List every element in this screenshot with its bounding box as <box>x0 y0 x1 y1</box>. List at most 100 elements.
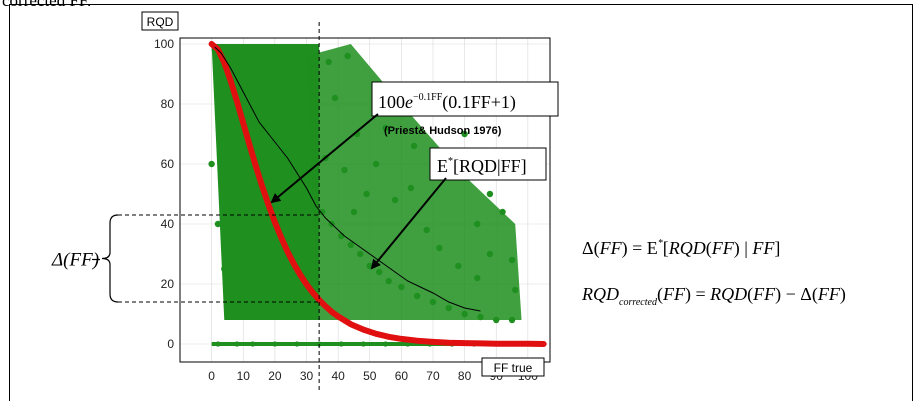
x-tick-label: 0 <box>208 369 215 383</box>
scatter-point <box>493 316 500 324</box>
figure-frame <box>9 4 913 401</box>
scatter-point <box>319 208 326 216</box>
equation-rqd-corrected: RQDcorrected(FF) = RQD(FF) − Δ(FF) <box>581 284 846 308</box>
x-tick-label: 60 <box>395 369 409 383</box>
scatter-point <box>410 142 418 150</box>
scatter-point <box>372 160 380 168</box>
scatter-point <box>391 196 399 204</box>
equation-delta: Δ(FF) = E*[RQD(FF) | FF] <box>582 238 780 259</box>
x-axis-label: FF true <box>494 361 533 375</box>
x-tick-label: 70 <box>426 369 440 383</box>
x-tick-label: 10 <box>237 369 251 383</box>
expectation-curve <box>214 46 481 312</box>
y-tick-label: 60 <box>161 157 175 171</box>
scatter-point <box>363 190 370 198</box>
x-tick-label: 20 <box>268 369 282 383</box>
scatter-point <box>508 256 516 264</box>
scatter-point <box>341 166 348 174</box>
priest-hudson-curve <box>208 41 547 347</box>
scatter-point-floor <box>338 341 344 347</box>
scatter-point-floor <box>215 341 221 347</box>
scatter-point <box>455 262 462 270</box>
scatter-point <box>240 310 247 318</box>
y-axis-label-box <box>141 11 179 31</box>
scatter-point <box>268 280 275 288</box>
y-tick-label: 0 <box>167 337 174 351</box>
scatter-point <box>325 58 332 66</box>
scatter-point <box>252 106 260 114</box>
cut-caption-text: corrected FF. <box>2 0 92 10</box>
scatter-point-floor <box>382 341 389 347</box>
x-tick-label: 80 <box>458 369 472 383</box>
scatter-point <box>309 190 317 198</box>
scatter-point <box>347 241 354 249</box>
priest-hudson-source: (Priest& Hudson 1976) <box>384 125 502 137</box>
y-tick-label: 100 <box>154 37 174 51</box>
x-axis-label-box <box>481 357 545 377</box>
scatter-point <box>331 94 339 102</box>
scatter-point <box>445 304 453 312</box>
plot-border <box>179 37 551 363</box>
scatter-point <box>499 208 506 216</box>
scatter-point <box>461 130 468 138</box>
y-tick-label: 80 <box>161 97 175 111</box>
x-tick-label: 50 <box>363 369 377 383</box>
scatter-point <box>208 160 215 168</box>
scatter-point <box>243 88 250 96</box>
scatter-point <box>312 46 320 54</box>
scatter-point <box>407 184 415 192</box>
scatter-point <box>296 64 304 72</box>
scatter-point-floor <box>294 341 300 347</box>
scatter-point <box>376 268 383 276</box>
scatter-point-floor <box>234 341 240 347</box>
y-tick-label: 40 <box>161 217 175 231</box>
scatter-point <box>284 106 291 114</box>
scatter-point-floor <box>272 341 278 347</box>
scatter-point-floor <box>250 341 256 347</box>
scatter-point <box>423 226 430 234</box>
x-tick-label: 40 <box>331 369 345 383</box>
scatter-point <box>344 52 351 60</box>
scatter-point <box>281 148 288 156</box>
x-tick-label: 30 <box>300 369 314 383</box>
scatter-point <box>338 232 345 240</box>
scatter-point <box>287 214 294 222</box>
y-tick-label: 20 <box>161 277 175 291</box>
scatter-floor-band <box>211 342 538 346</box>
scatter-point <box>474 274 481 282</box>
scatter-point <box>429 298 437 306</box>
priest-hudson-formula: 100e−0.1FF(0.1FF+1) <box>378 92 516 113</box>
arrow-to-priest-hudson <box>270 113 379 204</box>
scatter-point <box>398 283 405 291</box>
scatter-point <box>486 250 494 258</box>
scatter-point <box>227 190 234 198</box>
scatter-point <box>357 250 364 258</box>
scatter-point <box>474 220 481 228</box>
scatter-point <box>486 190 494 198</box>
scatter-point <box>255 250 263 258</box>
plot-area: 0204060801000102030405060708090100RQDFF … <box>51 11 846 392</box>
scatter-point <box>221 265 228 273</box>
y-axis-label: RQD <box>147 15 174 29</box>
scatter-point <box>385 277 392 285</box>
delta-brace <box>101 214 119 303</box>
scatter-point <box>214 220 222 228</box>
scatter-point-floor <box>360 341 367 347</box>
priest-hudson-label-box <box>371 81 559 117</box>
scatter-point <box>271 136 279 144</box>
expectation-label-box <box>429 147 547 181</box>
scatter-point <box>366 262 373 270</box>
scatter-point <box>262 118 269 126</box>
scatter-point <box>461 310 468 318</box>
scatter-point <box>382 124 389 132</box>
scatter-point <box>413 292 421 300</box>
scatter-point <box>512 286 519 294</box>
scatter-point <box>508 316 516 324</box>
expectation-formula: E*[RQD|FF] <box>437 156 527 176</box>
arrow-to-expectation <box>370 177 447 270</box>
scatter-point <box>290 166 298 174</box>
scatter-point <box>436 244 443 252</box>
scatter-point <box>477 313 484 321</box>
delta-label: Δ(FF) <box>51 250 99 271</box>
